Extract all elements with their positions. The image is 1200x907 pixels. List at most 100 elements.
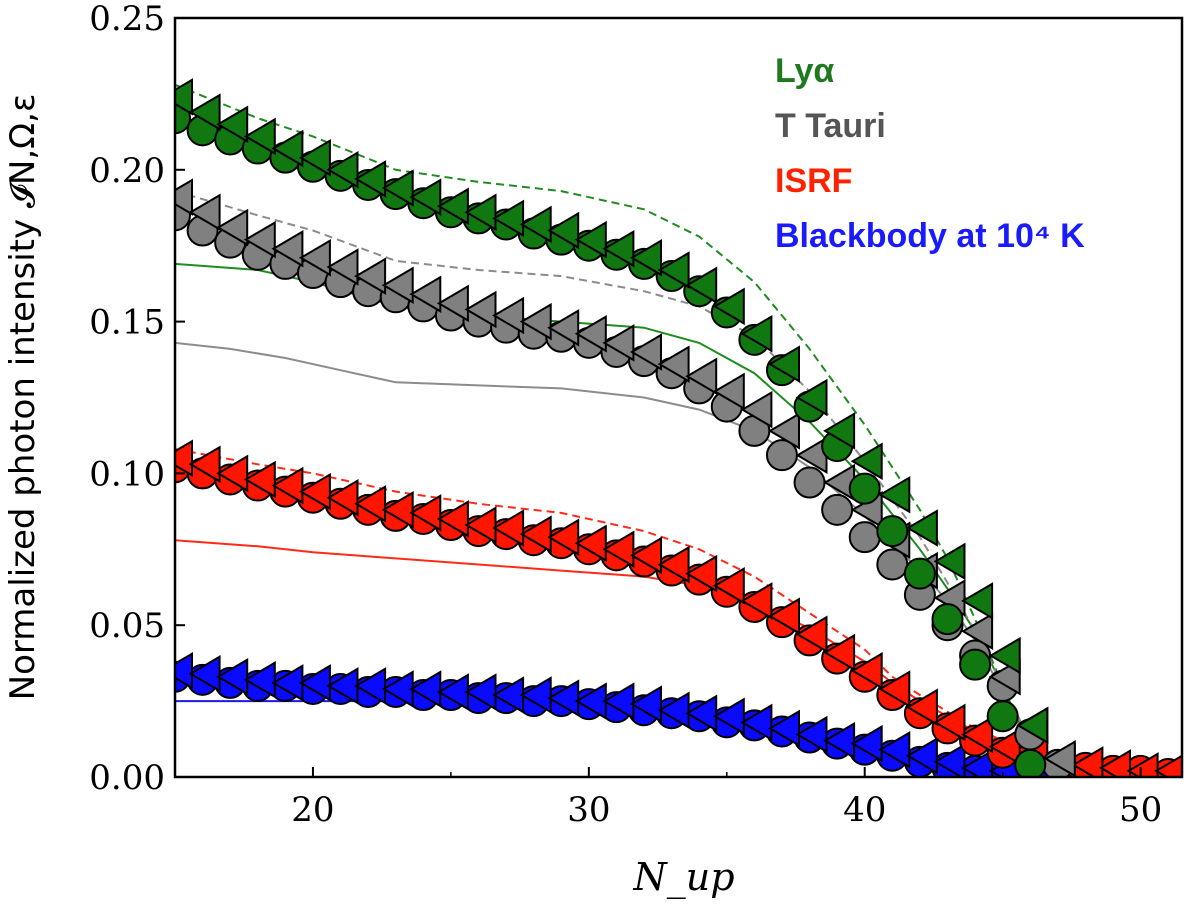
triangle-marker bbox=[574, 524, 607, 562]
circle-marker bbox=[876, 515, 909, 548]
triangle-marker bbox=[933, 743, 966, 777]
triangle-marker bbox=[188, 93, 221, 131]
triangle-marker bbox=[216, 658, 249, 696]
triangle-marker bbox=[519, 515, 552, 553]
triangle-marker bbox=[547, 679, 580, 717]
triangle-marker bbox=[298, 239, 331, 277]
circle-marker bbox=[848, 521, 881, 554]
triangle-marker bbox=[1043, 740, 1076, 777]
triangle-marker bbox=[740, 390, 773, 429]
y-tick-label: 0.00 bbox=[89, 758, 165, 798]
circle-marker bbox=[821, 493, 854, 526]
triangle-marker bbox=[630, 685, 662, 723]
x-tick-label: 40 bbox=[843, 790, 886, 830]
triangle-marker bbox=[768, 345, 800, 383]
triangle-marker bbox=[685, 554, 718, 593]
triangle-marker bbox=[175, 78, 193, 116]
triangle-marker bbox=[381, 266, 414, 304]
triangle-marker bbox=[657, 691, 690, 729]
triangle-marker bbox=[243, 661, 276, 699]
triangle-marker bbox=[574, 220, 607, 259]
plot-frame bbox=[173, 16, 1184, 779]
triangle-marker bbox=[1154, 754, 1182, 777]
triangle-marker bbox=[740, 314, 773, 353]
triangle-marker bbox=[271, 229, 304, 268]
triangle-marker bbox=[519, 205, 552, 244]
triangle-marker bbox=[492, 509, 525, 547]
triangle-marker bbox=[519, 302, 552, 341]
y-tick-label: 0.25 bbox=[89, 0, 165, 39]
triangle-marker bbox=[436, 284, 469, 323]
triangle-marker bbox=[795, 615, 828, 654]
y-axis-title: Normalized photon intensity 𝓘N,Ω,ε bbox=[3, 94, 43, 701]
triangle-marker bbox=[409, 275, 442, 314]
circle-marker bbox=[959, 648, 992, 681]
triangle-marker bbox=[905, 509, 938, 547]
triangle-marker bbox=[850, 651, 883, 690]
triangle-marker bbox=[216, 208, 249, 247]
triangle-marker bbox=[354, 257, 387, 295]
triangle-marker bbox=[243, 220, 276, 259]
series-layer bbox=[175, 78, 1182, 777]
triangle-marker bbox=[823, 721, 856, 760]
triangle-marker bbox=[740, 582, 773, 620]
triangle-marker bbox=[850, 724, 883, 763]
triangle-marker bbox=[298, 472, 331, 511]
y-tick-label: 0.10 bbox=[89, 454, 165, 494]
triangle-marker bbox=[188, 193, 221, 232]
circle-marker bbox=[931, 603, 964, 636]
triangle-marker bbox=[409, 670, 442, 708]
triangle-marker bbox=[243, 117, 276, 156]
triangle-marker bbox=[381, 169, 414, 207]
triangle-marker bbox=[298, 664, 331, 702]
triangle-marker bbox=[602, 229, 635, 268]
legend-entry: Blackbody at 10⁴ K bbox=[775, 217, 1085, 255]
triangle-marker bbox=[381, 491, 414, 529]
triangle-marker bbox=[657, 251, 690, 289]
triangle-marker bbox=[961, 715, 994, 754]
circle-marker bbox=[1014, 748, 1047, 777]
triangle-marker bbox=[547, 518, 580, 556]
legend-entry: Lyα bbox=[775, 52, 834, 90]
triangle-marker bbox=[657, 545, 690, 584]
triangle-marker bbox=[878, 670, 911, 708]
triangle-marker bbox=[602, 682, 635, 720]
y-tick-label: 0.05 bbox=[89, 606, 165, 646]
triangle-marker bbox=[905, 688, 938, 726]
triangle-marker bbox=[1071, 746, 1104, 777]
triangle-marker bbox=[216, 105, 249, 144]
triangle-marker bbox=[961, 612, 994, 651]
triangle-marker bbox=[933, 542, 966, 581]
triangle-marker bbox=[354, 667, 387, 705]
triangle-marker bbox=[712, 372, 745, 411]
triangle-marker bbox=[492, 199, 525, 238]
triangle-marker bbox=[188, 445, 221, 484]
triangle-marker bbox=[175, 651, 193, 690]
x-axis-title: N_up bbox=[632, 855, 734, 900]
circle-marker bbox=[848, 472, 881, 505]
triangle-marker bbox=[712, 287, 745, 326]
triangle-marker bbox=[685, 694, 718, 732]
legend: Lyα T Tauri ISRF Blackbody at 10⁴ K bbox=[775, 52, 1085, 255]
triangle-marker bbox=[271, 466, 304, 505]
triangle-marker bbox=[905, 736, 938, 775]
triangle-marker bbox=[768, 412, 800, 450]
triangle-marker bbox=[878, 730, 911, 769]
triangle-marker bbox=[961, 582, 994, 620]
triangle-marker bbox=[243, 460, 276, 499]
triangle-marker bbox=[740, 703, 773, 742]
x-tick-label: 50 bbox=[1119, 790, 1162, 830]
triangle-marker bbox=[188, 655, 221, 693]
triangle-marker bbox=[547, 308, 580, 347]
triangle-marker bbox=[988, 636, 1021, 675]
triangle-marker bbox=[850, 442, 883, 481]
triangle-marker bbox=[657, 345, 690, 383]
triangle-marker bbox=[464, 290, 497, 329]
triangle-marker bbox=[464, 506, 497, 544]
triangle-marker bbox=[768, 597, 800, 635]
y-tick-label: 0.15 bbox=[89, 303, 165, 343]
triangle-marker bbox=[823, 633, 856, 672]
triangle-marker bbox=[878, 475, 911, 514]
triangle-marker bbox=[436, 500, 469, 538]
